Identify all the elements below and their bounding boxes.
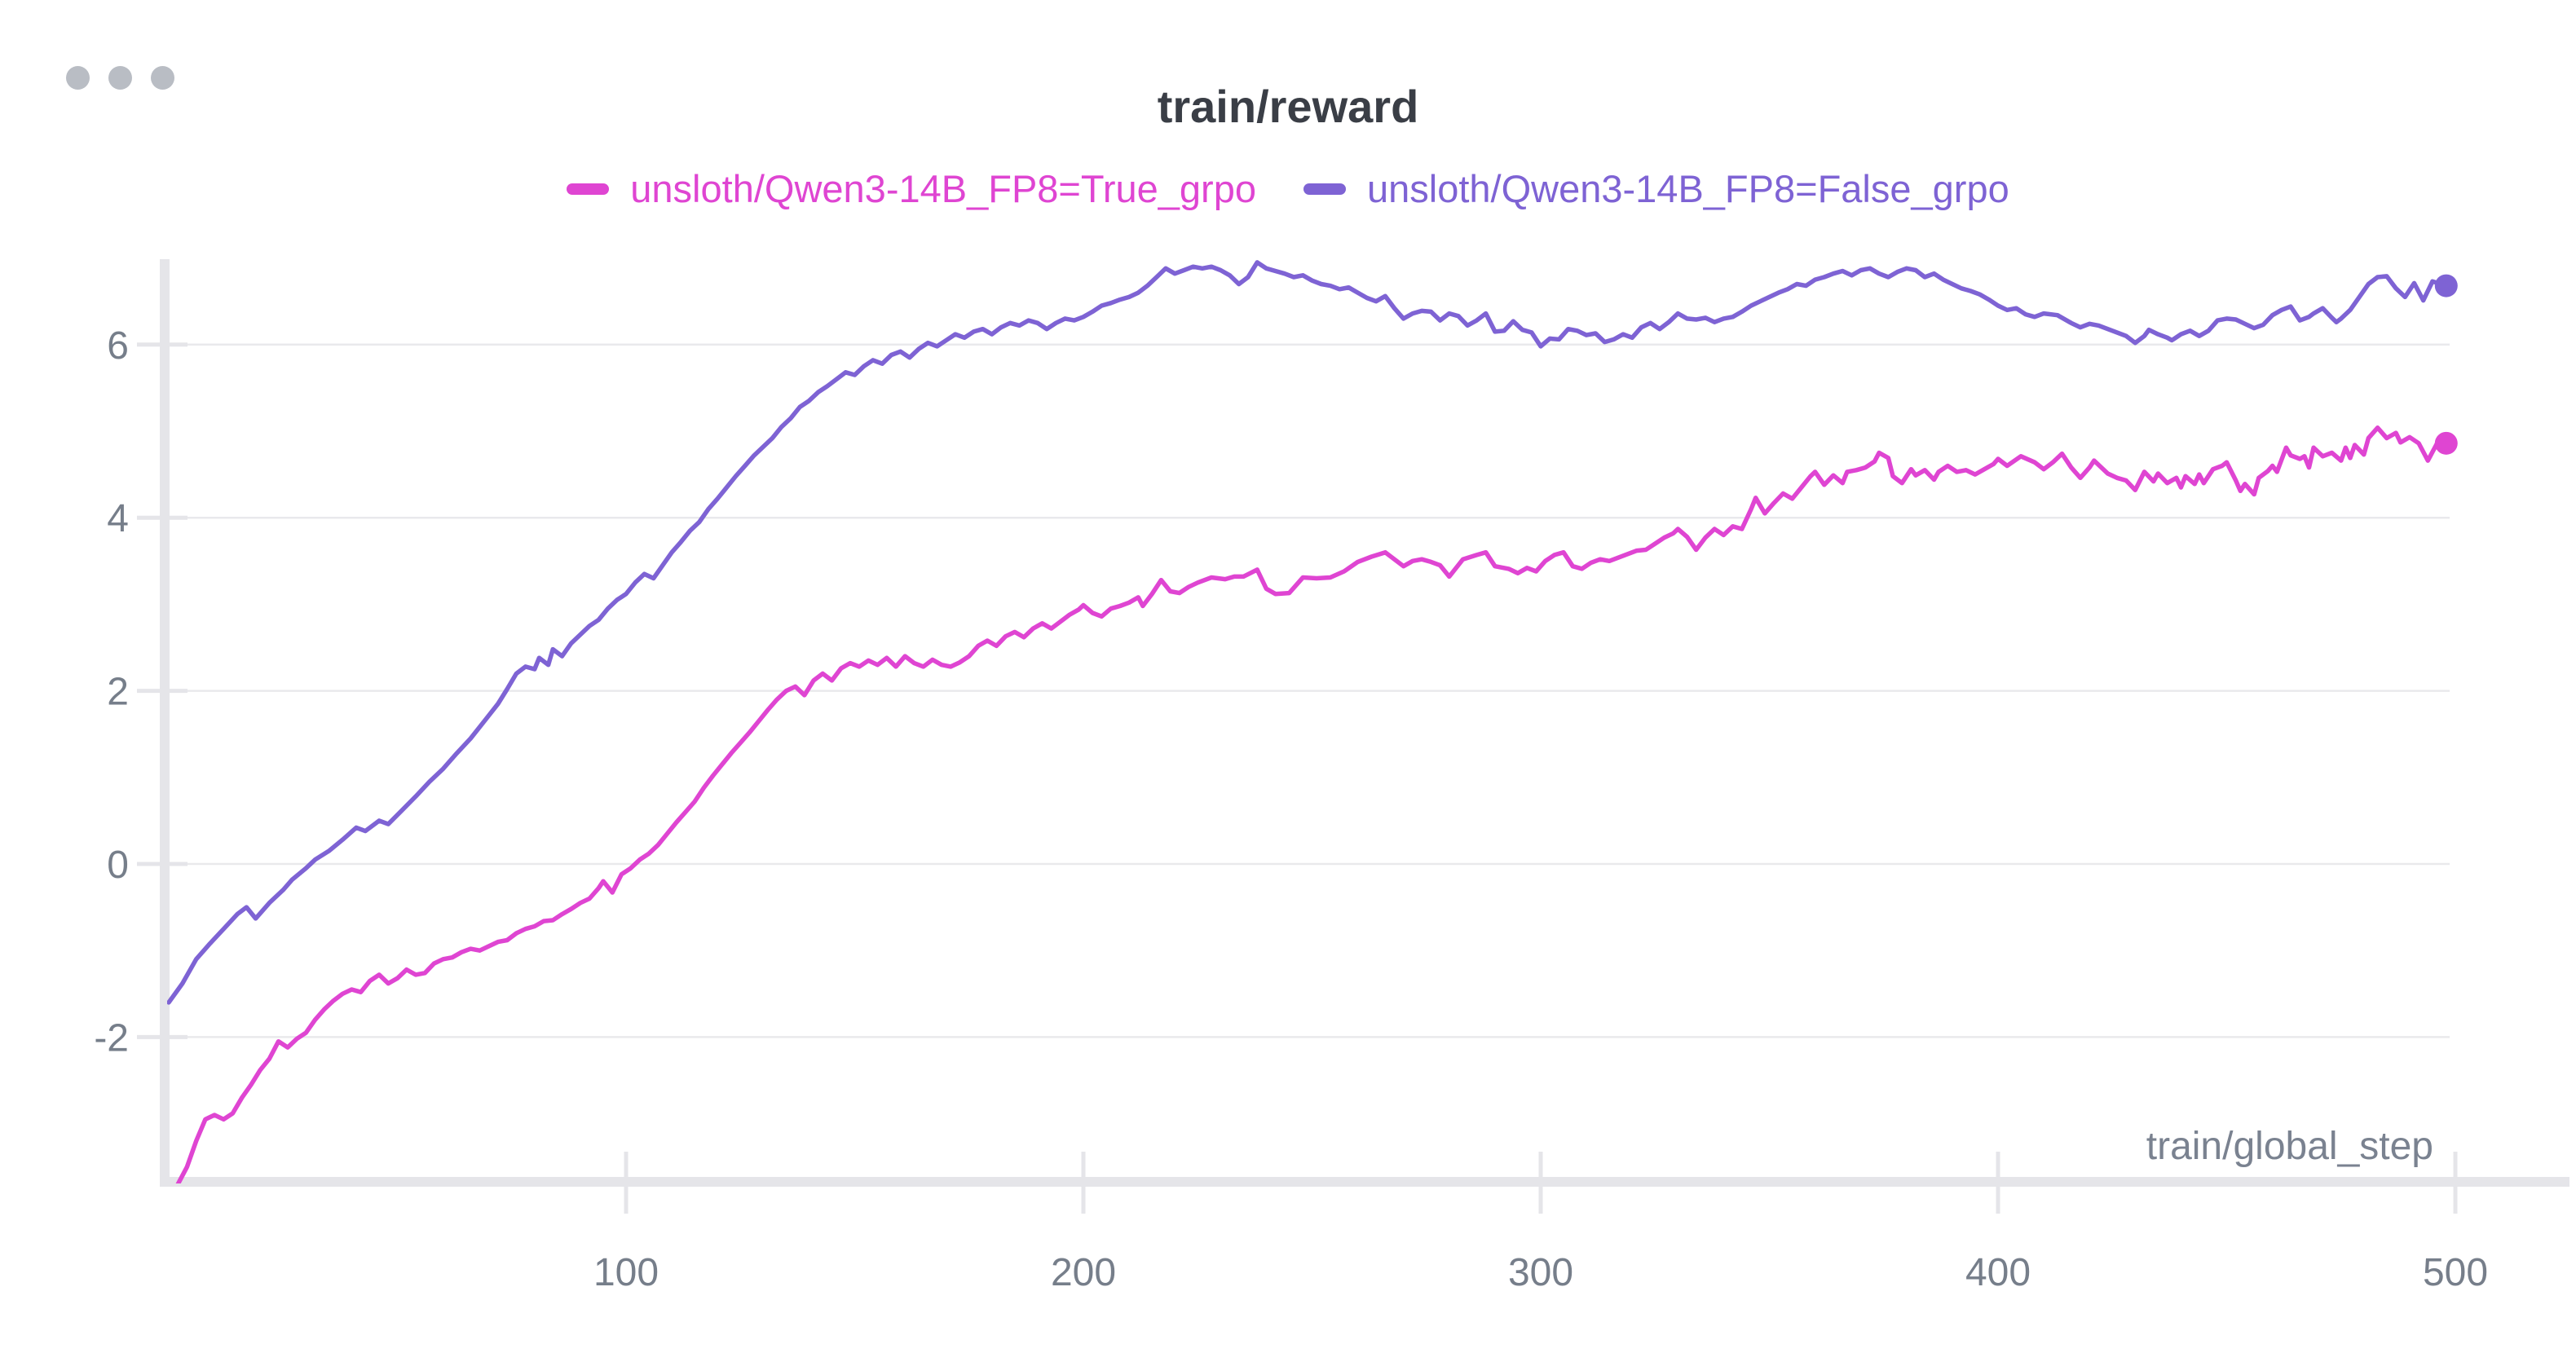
y-tick-label: 0 bbox=[107, 844, 129, 887]
axis-labels: 6 4 2 0 -2 100 200 300 400 500 train/global_step bbox=[94, 324, 2488, 1294]
series-line-fp8-true[interactable] bbox=[175, 425, 2449, 1184]
x-tick-label: 400 bbox=[1965, 1251, 2031, 1294]
legend-swatch-fp8-false bbox=[1303, 183, 1346, 195]
chart-legend: unsloth/Qwen3-14B_FP8=True_grpo unsloth/… bbox=[0, 166, 2576, 211]
x-tick-label: 100 bbox=[593, 1251, 659, 1294]
x-axis-line bbox=[160, 1177, 2569, 1187]
x-axis-title: train/global_step bbox=[2146, 1125, 2433, 1168]
y-tick-label: 6 bbox=[107, 324, 129, 368]
window-dot-icon[interactable] bbox=[108, 66, 132, 90]
series-line-fp8-false[interactable] bbox=[167, 260, 2449, 1005]
legend-label-fp8-true: unsloth/Qwen3-14B_FP8=True_grpo bbox=[630, 167, 1256, 210]
series-end-dot-fp8-false[interactable] bbox=[2434, 274, 2458, 297]
y-tick-label: 2 bbox=[107, 671, 129, 714]
x-tick-label: 500 bbox=[2423, 1251, 2488, 1294]
chart-title: train/reward bbox=[1157, 81, 1419, 132]
legend-swatch-fp8-true bbox=[567, 183, 610, 195]
y-axis-line bbox=[160, 259, 170, 1187]
series-end-dot-fp8-true[interactable] bbox=[2434, 431, 2458, 455]
window-dot-icon[interactable] bbox=[151, 66, 174, 90]
window-dot-icon[interactable] bbox=[66, 66, 90, 90]
gridlines bbox=[170, 343, 2450, 1038]
x-tick-label: 300 bbox=[1508, 1251, 1573, 1294]
window-controls bbox=[66, 66, 174, 90]
legend-item-fp8-false[interactable]: unsloth/Qwen3-14B_FP8=False_grpo bbox=[1303, 166, 2009, 211]
x-tick-label: 200 bbox=[1051, 1251, 1116, 1294]
y-tick-label: 4 bbox=[107, 497, 129, 540]
legend-item-fp8-true[interactable]: unsloth/Qwen3-14B_FP8=True_grpo bbox=[567, 166, 1256, 211]
legend-label-fp8-false: unsloth/Qwen3-14B_FP8=False_grpo bbox=[1366, 167, 2009, 210]
axes bbox=[137, 259, 2569, 1214]
y-tick-label: -2 bbox=[94, 1016, 129, 1060]
